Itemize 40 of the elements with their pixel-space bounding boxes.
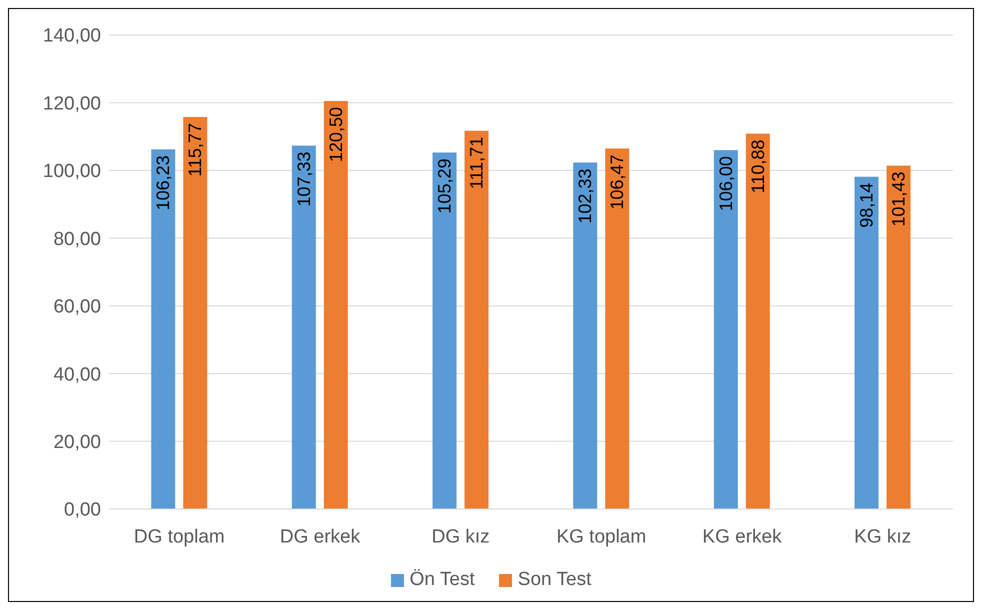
y-tick-label: 20,00 [53,432,101,454]
bar [151,149,176,509]
bar [573,162,598,509]
y-tick-label: 60,00 [53,296,101,318]
bar [746,134,770,509]
bar [324,101,348,509]
data-label: 120,50 [326,107,346,162]
data-label: 106,00 [716,156,736,212]
data-label: 106,23 [153,155,174,210]
bar [886,166,911,509]
bar [464,130,489,509]
data-label: 115,77 [185,123,206,177]
data-label: 110,88 [748,140,768,194]
data-label: 101,43 [888,172,909,227]
y-tick-label: 40,00 [53,364,101,386]
legend-label: Ön Test [410,569,475,591]
data-label: 105,29 [434,158,455,214]
data-label: 106,47 [607,154,628,210]
y-tick-label: 0,00 [64,500,101,521]
y-tick-label: 120,00 [42,93,101,114]
legend-label: Son Test [518,569,592,591]
x-tick-label: KG toplam [556,526,646,548]
y-tick-label: 80,00 [53,228,101,250]
bar [432,152,457,509]
bar [183,117,208,509]
x-tick-label: DG toplam [134,526,225,548]
y-tick-label: 100,00 [42,161,101,182]
data-label: 107,33 [294,152,314,207]
bar [854,176,879,509]
x-tick-label: KG erkek [702,526,782,548]
x-tick-label: KG kız [854,526,912,548]
y-tick-label: 140,00 [42,26,101,47]
data-label: 98,14 [856,182,877,228]
bar [605,148,630,509]
x-tick-label: DG kız [432,526,490,548]
x-tick-label: DG erkek [280,526,361,548]
bar [292,146,316,509]
data-label: 102,33 [575,168,596,224]
data-label: 111,71 [466,136,487,190]
bar [714,150,738,509]
